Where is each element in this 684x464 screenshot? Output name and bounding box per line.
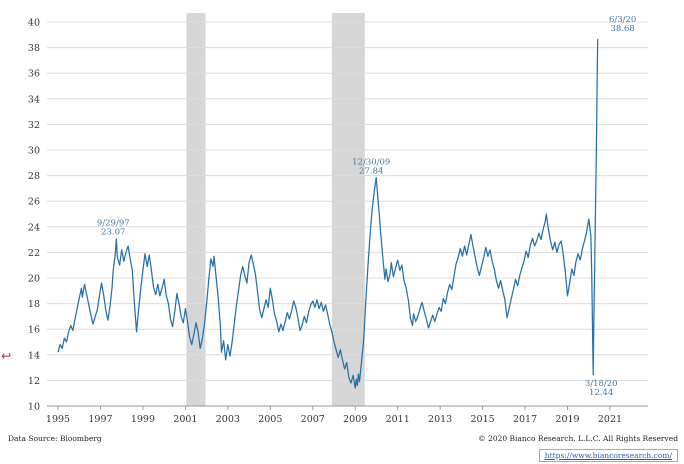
annotation-0: 9/29/97 23.07 <box>97 219 130 238</box>
copyright-text: © 2020 Bianco Research, L.L.C. All Right… <box>478 434 678 443</box>
x-tick-label: 2003 <box>216 414 240 425</box>
series-line <box>57 38 599 389</box>
x-tick-label: 1999 <box>131 414 155 425</box>
x-tick-label: 2007 <box>301 414 325 425</box>
y-tick-label: 34 <box>28 94 40 105</box>
x-tick-label: 2021 <box>598 414 622 425</box>
bianco-research-link[interactable]: https://www.biancoresearch.com/ <box>538 449 678 462</box>
x-tick-label: 2015 <box>471 414 495 425</box>
chart-footer: Data Source: Bloomberg © 2020 Bianco Res… <box>0 431 684 464</box>
annotation-2: 6/3/20 38.68 <box>609 15 636 34</box>
y-tick-label: 40 <box>28 18 40 29</box>
y-tick-label: 18 <box>28 299 40 310</box>
recession-bands <box>186 13 365 406</box>
x-tick-label: 2001 <box>173 414 197 425</box>
y-tick-label: 22 <box>28 248 40 259</box>
annotation-3: 3/18/20 12.44 <box>585 379 618 398</box>
data-source-label: Data Source: Bloomberg <box>8 434 102 443</box>
y-tick-label: 16 <box>28 325 40 336</box>
y-tick-label: 38 <box>28 43 40 54</box>
line-chart: 10 12 14 16 18 20 22 24 26 28 30 32 34 36 38 40 1995 1997… <box>28 13 648 425</box>
copyright-block: © 2020 Bianco Research, L.L.C. All Right… <box>478 434 678 462</box>
x-tick-label: 2013 <box>428 414 452 425</box>
annotation-1: 12/30/09 27.84 <box>352 158 390 177</box>
y-tick-label: 32 <box>28 120 40 131</box>
x-tick-label: 1997 <box>88 414 112 425</box>
x-tick-label: 2005 <box>258 414 282 425</box>
y-tick-label: 28 <box>28 171 40 182</box>
y-tick-label: 26 <box>28 197 40 208</box>
y-tick-label: 14 <box>28 350 40 361</box>
x-tick-label: 2009 <box>343 414 367 425</box>
x-tick-label: 2011 <box>386 414 410 425</box>
y-tick-label: 12 <box>28 376 40 387</box>
y-tick-label: 30 <box>28 146 40 157</box>
red-annotation-mark: ↩ <box>1 349 12 363</box>
x-tick-label: 1995 <box>46 414 70 425</box>
y-tick-label: 24 <box>28 222 40 233</box>
y-tick-label: 36 <box>28 69 40 80</box>
y-tick-label: 20 <box>28 274 40 285</box>
y-tick-label: 10 <box>28 402 40 413</box>
x-tick-label: 2017 <box>513 414 537 425</box>
x-tick-label: 2019 <box>555 414 579 425</box>
